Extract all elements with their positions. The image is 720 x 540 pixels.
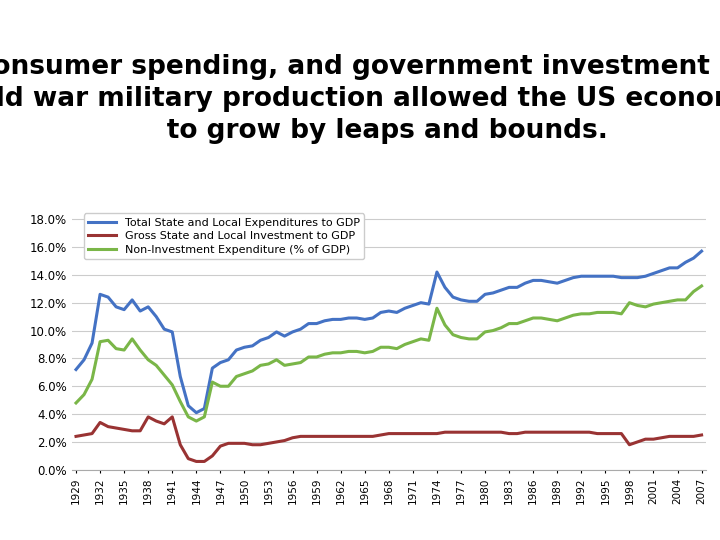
Total State and Local Expenditures to GDP: [697, 248, 706, 254]
Non-Investment Expenditure (% of GDP): [336, 349, 345, 356]
Non-Investment Expenditure (% of GDP): [697, 283, 706, 289]
Gross State and Local Investment to GDP: [192, 458, 201, 465]
Line: Non-Investment Expenditure (% of GDP): Non-Investment Expenditure (% of GDP): [76, 286, 701, 421]
Total State and Local Expenditures to GDP: [248, 342, 257, 349]
Gross State and Local Investment to GDP: [256, 442, 265, 448]
Gross State and Local Investment to GDP: [336, 433, 345, 440]
Total State and Local Expenditures to GDP: [441, 284, 449, 291]
Total State and Local Expenditures to GDP: [232, 347, 240, 353]
Non-Investment Expenditure (% of GDP): [192, 418, 201, 424]
Total State and Local Expenditures to GDP: [328, 316, 337, 322]
Total State and Local Expenditures to GDP: [192, 409, 201, 416]
Non-Investment Expenditure (% of GDP): [248, 368, 257, 374]
Line: Total State and Local Expenditures to GDP: Total State and Local Expenditures to GD…: [76, 251, 701, 413]
Gross State and Local Investment to GDP: [697, 432, 706, 438]
Total State and Local Expenditures to GDP: [336, 316, 345, 322]
Gross State and Local Investment to GDP: [144, 414, 153, 420]
Non-Investment Expenditure (% of GDP): [441, 322, 449, 328]
Gross State and Local Investment to GDP: [240, 440, 248, 447]
Total State and Local Expenditures to GDP: [537, 277, 546, 284]
Gross State and Local Investment to GDP: [344, 433, 353, 440]
Text: Consumer spending, and government investment in
cold war military production all: Consumer spending, and government invest…: [0, 53, 720, 144]
Gross State and Local Investment to GDP: [449, 429, 457, 435]
Non-Investment Expenditure (% of GDP): [72, 400, 81, 406]
Gross State and Local Investment to GDP: [545, 429, 554, 435]
Non-Investment Expenditure (% of GDP): [537, 315, 546, 321]
Gross State and Local Investment to GDP: [72, 433, 81, 440]
Non-Investment Expenditure (% of GDP): [328, 349, 337, 356]
Total State and Local Expenditures to GDP: [72, 366, 81, 373]
Legend: Total State and Local Expenditures to GDP, Gross State and Local Investment to G: Total State and Local Expenditures to GD…: [84, 213, 364, 259]
Line: Gross State and Local Investment to GDP: Gross State and Local Investment to GDP: [76, 417, 701, 462]
Non-Investment Expenditure (% of GDP): [232, 373, 240, 380]
